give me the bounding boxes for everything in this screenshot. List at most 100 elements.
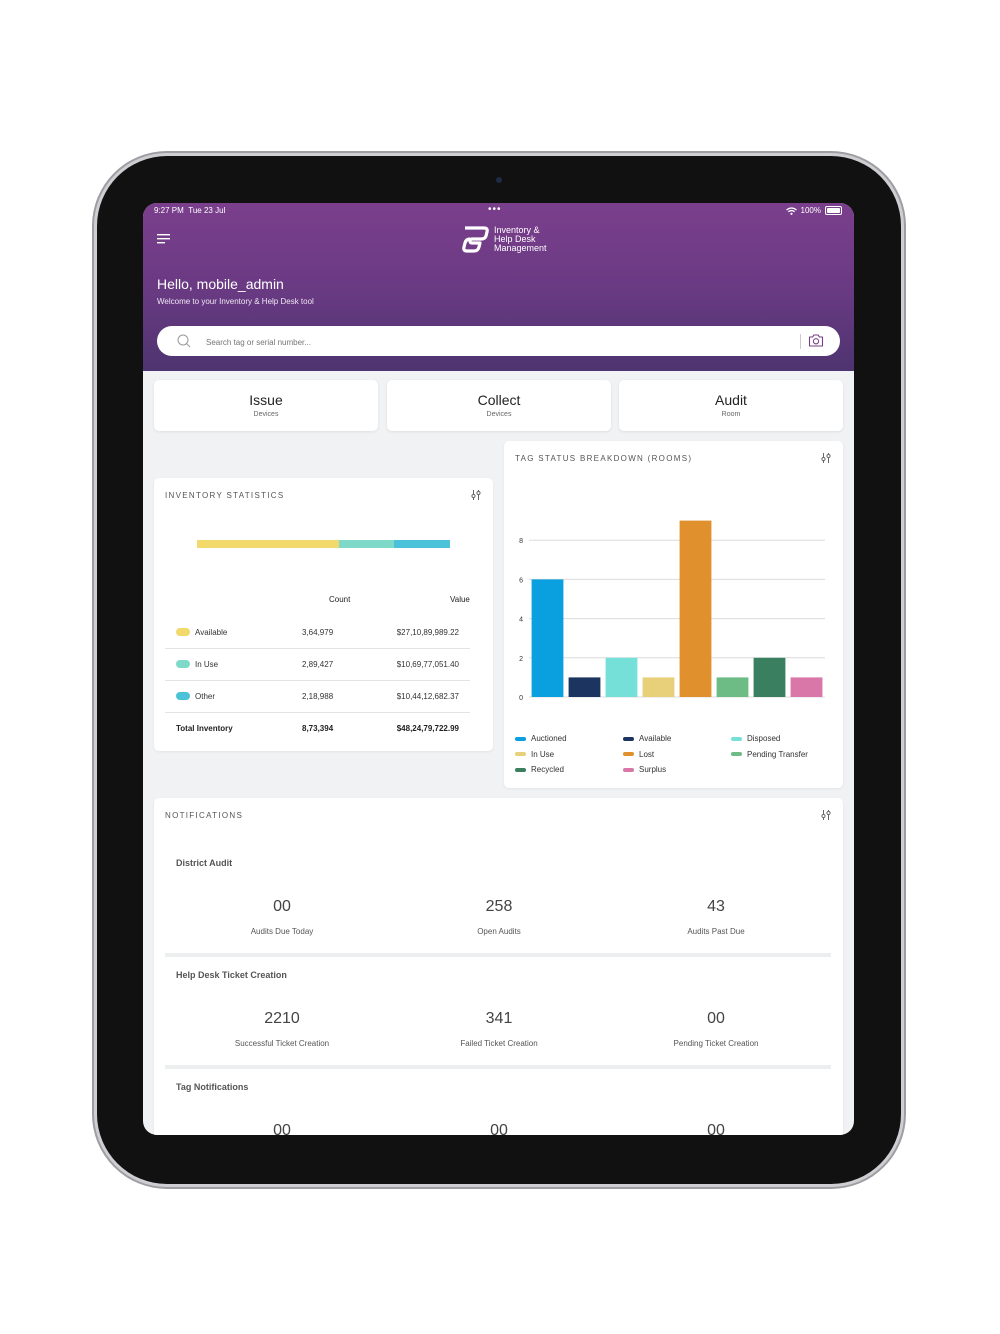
metric-value: 341 (485, 1010, 513, 1027)
tag-status-bar-chart: 0 2 4 6 8 (519, 520, 825, 701)
collect-devices-button[interactable]: Collect Devices (387, 380, 611, 431)
logo-line-1: Inventory & (494, 224, 540, 235)
metric-label: Failed Ticket Creation (460, 1039, 538, 1048)
logo-mark-icon (462, 226, 489, 253)
legend-label: Surplus (639, 765, 667, 774)
notifications-card: NOTIFICATIONS District Audit 00 Audits Du… (154, 798, 843, 1135)
greeting-title: Hello, mobile_admin (157, 276, 284, 292)
metric-tag-2[interactable]: 00 (388, 1122, 610, 1135)
metric-value: 258 (485, 898, 513, 915)
metric-label: Successful Ticket Creation (234, 1039, 330, 1048)
inventory-statistics-card: INVENTORY STATISTICS Count Value Availab… (154, 478, 493, 751)
metric-audits-past-due[interactable]: 43 Audits Past Due (605, 898, 827, 936)
metric-value: 00 (490, 1122, 508, 1135)
menu-icon[interactable] (157, 234, 171, 244)
bar-available (568, 677, 601, 697)
legend-swatch (623, 767, 634, 772)
card-title: TAG STATUS BREAKDOWN (ROOMS) (515, 454, 693, 463)
metric-tag-3[interactable]: 00 (605, 1122, 827, 1135)
device-top-button (768, 153, 844, 158)
legend-label: Available (639, 734, 672, 743)
status-right: 100% (785, 206, 842, 215)
tag-notifications-title: Tag Notifications (176, 1082, 249, 1092)
bar-segment-available (197, 540, 339, 548)
filter-icon[interactable] (820, 452, 832, 464)
legend-item: Disposed (731, 734, 780, 743)
section-divider (165, 1065, 831, 1069)
other-swatch (176, 692, 190, 700)
search-icon (177, 334, 191, 348)
legend-label: Recycled (531, 765, 564, 774)
row-label: Available (195, 628, 228, 637)
section-divider (165, 953, 831, 957)
multitask-dots[interactable]: ••• (488, 204, 502, 215)
metric-failed-ticket[interactable]: 341 Failed Ticket Creation (388, 1010, 610, 1048)
search-input[interactable] (204, 333, 768, 351)
y-tick-label: 0 (519, 695, 523, 701)
legend-label: Lost (639, 749, 655, 759)
y-tick-label: 6 (519, 577, 523, 584)
row-count: 2,18,988 (302, 692, 334, 701)
bar-pending-transfer (716, 677, 749, 697)
legend-swatch (515, 767, 526, 772)
y-tick-label: 2 (519, 656, 523, 663)
metric-pending-ticket[interactable]: 00 Pending Ticket Creation (605, 1010, 827, 1048)
search-divider (800, 334, 801, 349)
total-value: $48,24,79,722.99 (396, 724, 459, 733)
legend-label: Auctioned (531, 734, 567, 743)
count-header: Count (329, 595, 351, 604)
metric-audits-due-today[interactable]: 00 Audits Due Today (171, 898, 393, 936)
legend-item: Recycled (515, 765, 564, 774)
search-bar[interactable] (157, 326, 840, 356)
bar-segment-other (394, 540, 450, 548)
logo-line-3: Management (494, 242, 547, 253)
camera-icon[interactable] (808, 333, 824, 348)
bar-auctioned (531, 579, 564, 697)
audit-room-button[interactable]: Audit Room (619, 380, 843, 431)
legend-item: Lost (623, 750, 654, 759)
card-title: NOTIFICATIONS (165, 811, 244, 820)
metric-value: 43 (707, 898, 725, 915)
bar-lost (679, 520, 712, 697)
front-camera (496, 177, 502, 183)
device-volume-down (900, 300, 905, 346)
metric-label: Open Audits (477, 927, 521, 936)
legend-swatch (623, 752, 634, 757)
total-label: Total Inventory (176, 724, 233, 733)
issue-devices-button[interactable]: Issue Devices (154, 380, 378, 431)
battery-percent: 100% (800, 206, 821, 215)
metric-tag-1[interactable]: 00 (171, 1122, 393, 1135)
filter-icon[interactable] (820, 809, 832, 821)
app-logo: Inventory & Help Desk Management (460, 224, 547, 254)
y-tick-label: 8 (519, 538, 523, 545)
action-title: Audit (715, 392, 747, 408)
greeting-subtitle: Welcome to your Inventory & Help Desk to… (157, 297, 314, 306)
legend-swatch (515, 736, 526, 741)
inventory-row-other: Other 2,18,988 $10,44,12,682.37 (165, 681, 470, 713)
total-count: 8,73,394 (302, 724, 334, 733)
logo-line-2: Help Desk (494, 233, 536, 244)
status-time-text: 9:27 PM (154, 206, 184, 215)
in-use-swatch (176, 660, 190, 668)
row-count: 3,64,979 (302, 628, 334, 637)
battery-icon (825, 206, 842, 215)
metric-open-audits[interactable]: 258 Open Audits (388, 898, 610, 936)
logo-text: Inventory & Help Desk Management (494, 224, 547, 253)
metric-successful-ticket[interactable]: 2210 Successful Ticket Creation (171, 1010, 393, 1048)
metric-value: 00 (707, 1122, 725, 1135)
action-subtitle: Devices (486, 411, 512, 418)
action-title: Collect (477, 392, 521, 408)
metric-label: Pending Ticket Creation (673, 1039, 759, 1048)
filter-icon[interactable] (470, 489, 482, 501)
metric-label: Audits Past Due (687, 927, 745, 936)
bar-in-use (642, 677, 675, 697)
metric-value: 2210 (264, 1010, 300, 1027)
legend-swatch (731, 736, 742, 741)
legend-item: Pending Transfer (731, 750, 808, 759)
legend-swatch (731, 752, 742, 757)
legend-item: In Use (515, 750, 554, 759)
inventory-stacked-bar (197, 540, 450, 548)
action-title: Issue (249, 392, 283, 408)
status-time: 9:27 PM Tue 23 Jul (154, 206, 225, 215)
row-value: $27,10,89,989.22 (396, 628, 459, 637)
